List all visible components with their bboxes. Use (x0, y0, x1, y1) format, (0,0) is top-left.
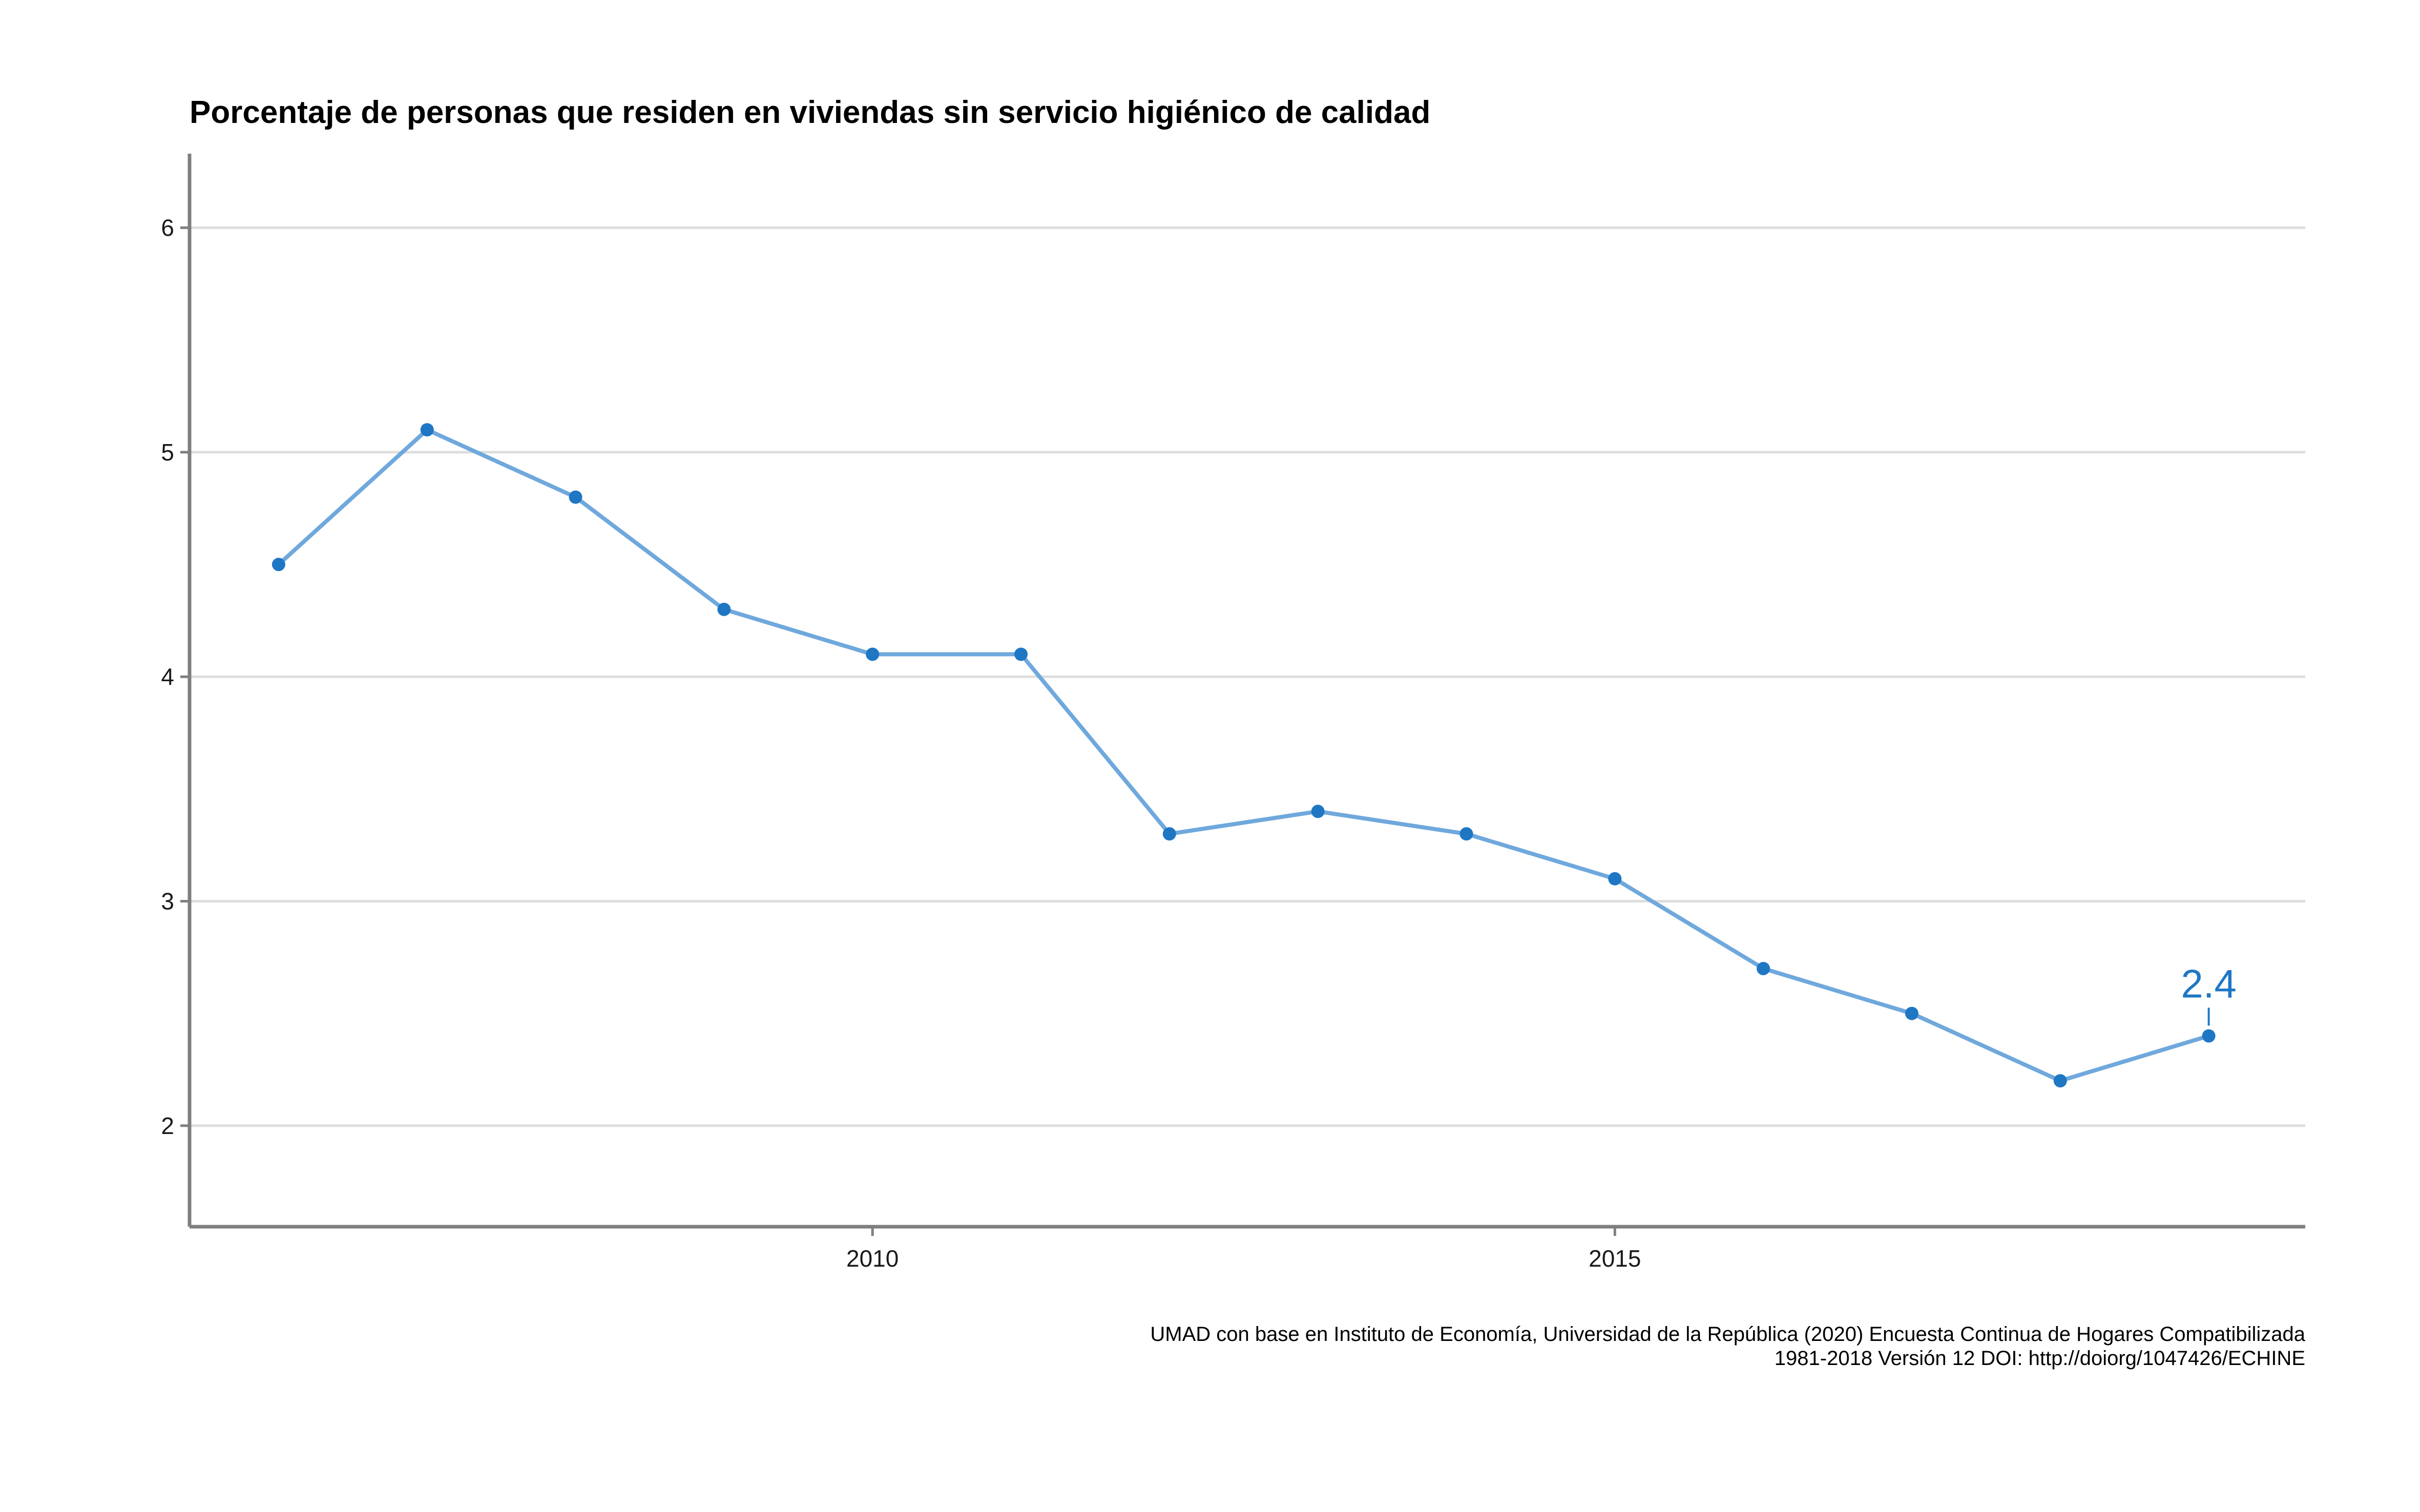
y-tick-label-6: 6 (161, 215, 174, 241)
caption-line-1: UMAD con base en Instituto de Economía, … (1150, 1323, 2305, 1346)
data-point-2008 (569, 490, 582, 504)
y-tick-label-5: 5 (161, 439, 174, 466)
annotation-group: 2.4 (2181, 961, 2237, 1026)
x-tick-label-2015: 2015 (1589, 1245, 1641, 1272)
data-point-2014 (1459, 827, 1473, 841)
data-point-2015 (1608, 872, 1622, 886)
y-tick-label-3: 3 (161, 888, 174, 914)
y-tick-label-2: 2 (161, 1112, 174, 1139)
grid-lines (190, 226, 2305, 1127)
x-tick-label-2010: 2010 (846, 1245, 899, 1272)
x-axis-ticks: 2010 2015 (846, 1227, 1641, 1272)
data-point-2011 (1014, 647, 1028, 661)
data-point-2016 (1757, 961, 1770, 975)
chart-title: Porcentaje de personas que residen en vi… (190, 95, 1430, 130)
data-point-2017 (1905, 1006, 1918, 1020)
data-point-2007 (420, 423, 434, 437)
data-point-2006 (272, 558, 285, 572)
axes (187, 154, 2305, 1229)
data-point-2018 (2053, 1074, 2067, 1088)
series-line-0 (276, 428, 2211, 1083)
data-point-2010 (866, 647, 880, 661)
series-group (272, 423, 2216, 1088)
data-label-last-value: 2.4 (2181, 961, 2236, 1006)
data-point-2012 (1162, 827, 1176, 841)
caption-line-2: 1981-2018 Versión 12 DOI: http://doiorg/… (1775, 1347, 2305, 1370)
y-tick-label-4: 4 (161, 663, 174, 690)
y-axis-ticks: 2 3 4 5 6 (161, 215, 190, 1139)
data-point-2019 (2202, 1029, 2216, 1043)
data-point-2009 (717, 602, 731, 616)
data-point-2013 (1311, 805, 1325, 818)
